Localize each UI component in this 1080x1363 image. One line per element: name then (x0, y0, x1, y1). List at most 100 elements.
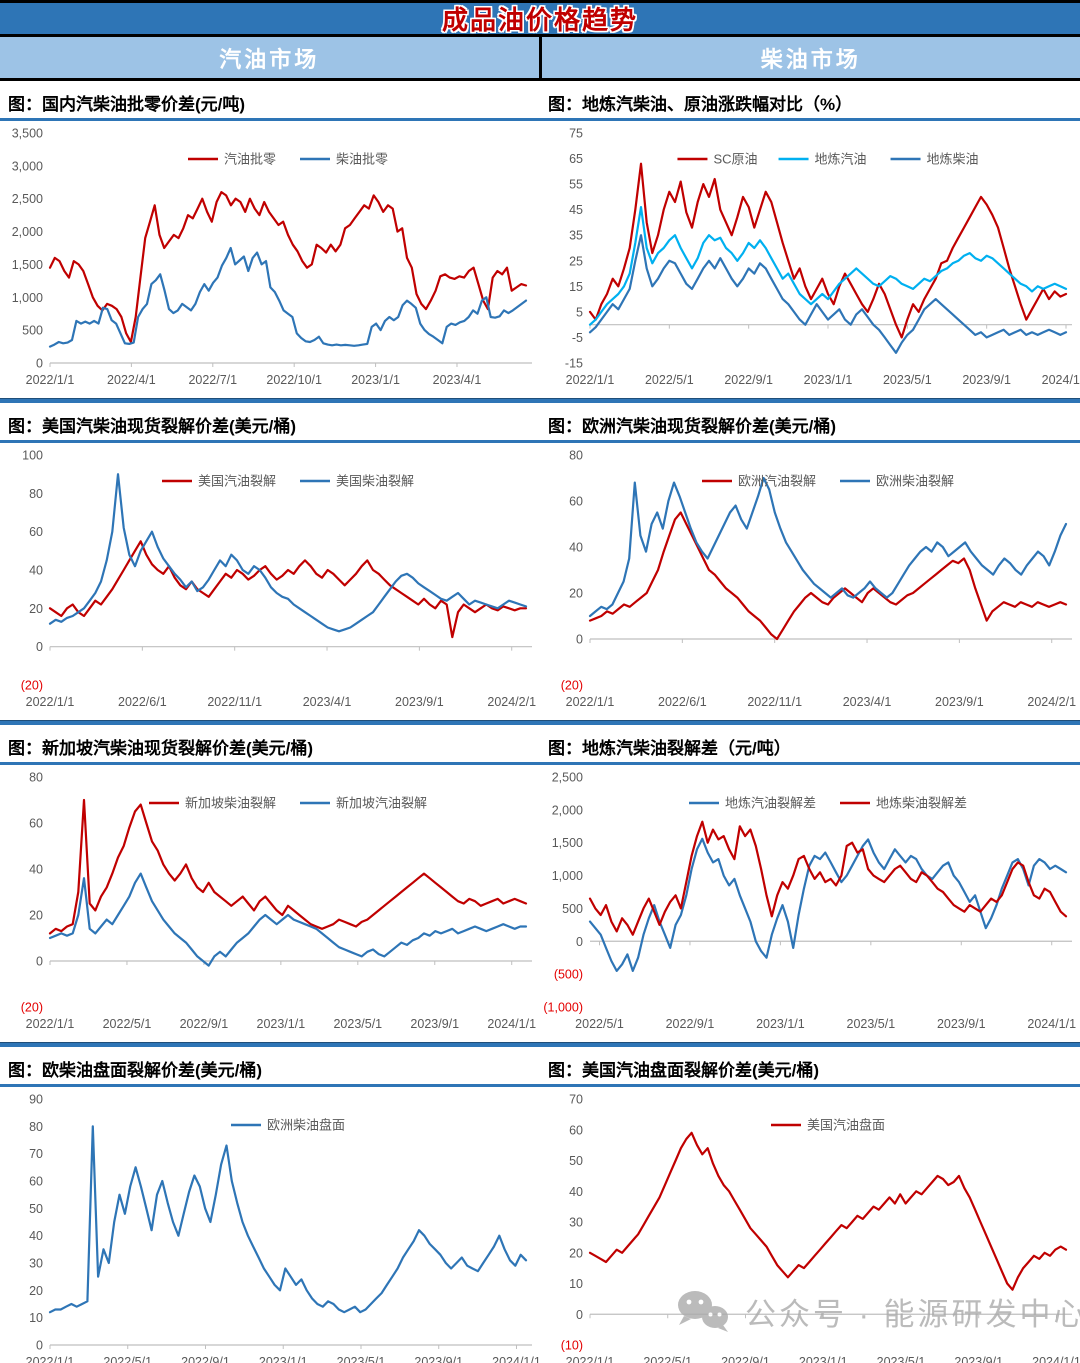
svg-text:50: 50 (29, 1202, 43, 1216)
svg-text:20: 20 (29, 909, 43, 923)
svg-text:2023/9/1: 2023/9/1 (935, 695, 984, 709)
svg-text:地炼汽油: 地炼汽油 (815, 152, 867, 167)
chart-cell-europe-diesel-futures: 图：欧柴油盘面裂解价差(美元/桶) 90 80 70 60 50 40 30 20 10 0 202… (0, 1054, 540, 1363)
svg-text:2022/10/1: 2022/10/1 (266, 373, 322, 387)
svg-text:3,500: 3,500 (12, 127, 43, 141)
svg-text:(20): (20) (561, 679, 583, 693)
svg-text:1,500: 1,500 (552, 836, 583, 850)
svg-text:2022/5/1: 2022/5/1 (575, 1017, 624, 1031)
svg-text:2,000: 2,000 (552, 803, 583, 817)
svg-text:2022/5/1: 2022/5/1 (103, 1355, 152, 1363)
svg-text:2024/1/1: 2024/1/1 (487, 1017, 536, 1031)
svg-text:2023/9/1: 2023/9/1 (414, 1355, 463, 1363)
chart-title: 图：欧洲汽柴油现货裂解价差(美元/桶) (540, 410, 1080, 443)
svg-text:2023/5/1: 2023/5/1 (877, 1355, 926, 1363)
svg-text:2022/9/1: 2022/9/1 (666, 1017, 715, 1031)
svg-text:90: 90 (29, 1093, 43, 1107)
main-title-bar: 成品油价格趋势 (0, 0, 1080, 37)
svg-text:2022/1/1: 2022/1/1 (26, 1017, 75, 1031)
svg-text:70: 70 (569, 1093, 583, 1107)
chart-title: 图：地炼汽柴油裂解差（元/吨） (540, 732, 1080, 765)
svg-text:0: 0 (36, 357, 43, 371)
svg-text:80: 80 (29, 1120, 43, 1134)
svg-text:40: 40 (29, 863, 43, 877)
svg-text:SC原油: SC原油 (713, 152, 757, 167)
line-chart-us-gasoline-futures: 70 60 50 40 30 20 10 0 (10) 2022/1/1 2022/5/1 2022/… (561, 1093, 1080, 1363)
svg-text:(500): (500) (554, 968, 583, 982)
svg-text:80: 80 (569, 449, 583, 463)
svg-text:40: 40 (29, 1229, 43, 1243)
svg-text:2022/11/1: 2022/11/1 (207, 695, 262, 709)
svg-text:柴油批零: 柴油批零 (336, 152, 388, 167)
svg-text:2022/1/1: 2022/1/1 (566, 373, 615, 387)
svg-text:欧洲汽油裂解: 欧洲汽油裂解 (738, 474, 816, 489)
svg-text:2024/2/1: 2024/2/1 (1027, 695, 1076, 709)
svg-text:80: 80 (29, 771, 43, 785)
svg-text:地炼柴油裂解差: 地炼柴油裂解差 (876, 796, 967, 811)
svg-text:2022/9/1: 2022/9/1 (181, 1355, 230, 1363)
svg-text:10: 10 (29, 1311, 43, 1325)
svg-text:2023/9/1: 2023/9/1 (410, 1017, 459, 1031)
svg-text:新加坡汽油裂解: 新加坡汽油裂解 (336, 796, 427, 811)
svg-text:1,000: 1,000 (552, 869, 583, 883)
svg-text:新加坡柴油裂解: 新加坡柴油裂解 (185, 796, 276, 811)
svg-text:2,500: 2,500 (12, 192, 43, 206)
chart-row-3: 图：新加坡汽柴油现货裂解价差(美元/桶) 80 60 40 20 0 (20) 2022/1… (0, 725, 1080, 1037)
svg-text:60: 60 (29, 817, 43, 831)
svg-text:美国汽油盘面: 美国汽油盘面 (807, 1118, 885, 1133)
svg-text:欧洲柴油裂解: 欧洲柴油裂解 (876, 474, 954, 489)
svg-text:汽油批零: 汽油批零 (224, 152, 276, 167)
svg-text:3,000: 3,000 (12, 159, 43, 173)
line-chart-singapore-crack-spread: 80 60 40 20 0 (20) 2022/1/1 2022/5/1 2022/9/1 202… (21, 771, 536, 1032)
chart-title: 图：地炼汽柴油、原油涨跌幅对比（%） (540, 88, 1080, 121)
chart-cell-us-crack-spread: 图：美国汽柴油现货裂解价差(美元/桶) 100 80 60 40 20 0 (20) 2022… (0, 410, 540, 715)
svg-text:25: 25 (569, 254, 583, 268)
diesel-market-label: 柴油市场 (760, 46, 861, 72)
line-chart-refinery-crack-spread: 2,500 2,000 1,500 1,000 500 0 (500) (1,000) 2022… (543, 771, 1076, 1032)
svg-text:20: 20 (569, 587, 583, 601)
svg-text:美国汽油裂解: 美国汽油裂解 (198, 474, 276, 489)
svg-text:2,500: 2,500 (552, 771, 583, 785)
svg-text:美国柴油裂解: 美国柴油裂解 (336, 474, 414, 489)
chart-row-4: 图：欧柴油盘面裂解价差(美元/桶) 90 80 70 60 50 40 30 20 10 0 202… (0, 1047, 1080, 1363)
svg-text:2022/1/1: 2022/1/1 (26, 373, 75, 387)
svg-text:2023/1/1: 2023/1/1 (259, 1355, 308, 1363)
chart-cell-singapore-crack-spread: 图：新加坡汽柴油现货裂解价差(美元/桶) 80 60 40 20 0 (20) 2022/1… (0, 732, 540, 1037)
svg-text:2024/1/1: 2024/1/1 (1042, 373, 1080, 387)
line-chart-us-crack-spread: 100 80 60 40 20 0 (20) 2022/1/1 2022/6/1 2022/11/… (21, 449, 536, 710)
svg-text:75: 75 (569, 127, 583, 141)
svg-text:60: 60 (569, 495, 583, 509)
svg-text:500: 500 (562, 902, 583, 916)
svg-text:2023/9/1: 2023/9/1 (962, 373, 1011, 387)
svg-text:0: 0 (576, 935, 583, 949)
svg-text:40: 40 (29, 564, 43, 578)
svg-text:2022/5/1: 2022/5/1 (643, 1355, 692, 1363)
svg-text:-5: -5 (572, 331, 583, 345)
svg-text:30: 30 (569, 1216, 583, 1230)
svg-text:100: 100 (22, 449, 43, 463)
chart-cell-domestic-retail-spread: 图：国内汽柴油批零价差(元/吨) 3,500 3,000 2,500 2,000 1,5… (0, 88, 540, 393)
svg-text:2023/5/1: 2023/5/1 (337, 1355, 386, 1363)
svg-text:10: 10 (569, 1277, 583, 1291)
chart-title: 图：美国汽油盘面裂解价差(美元/桶) (540, 1054, 1080, 1087)
chart-cell-refinery-crude-change: 图：地炼汽柴油、原油涨跌幅对比（%） 75 65 55 45 35 25 15 5 -5 -15 2… (540, 88, 1080, 393)
svg-text:2022/11/1: 2022/11/1 (747, 695, 802, 709)
svg-text:(10): (10) (561, 1339, 583, 1353)
line-chart-europe-crack-spread: 80 60 40 20 0 (20) 2022/1/1 2022/6/1 2022/11/1 20… (561, 449, 1076, 710)
svg-text:2022/9/1: 2022/9/1 (180, 1017, 229, 1031)
chart-cell-refinery-crack-spread: 图：地炼汽柴油裂解差（元/吨） 2,500 2,000 1,500 1,000 500 0… (540, 732, 1080, 1037)
row-separator (0, 720, 1080, 725)
svg-text:2022/4/1: 2022/4/1 (107, 373, 156, 387)
svg-text:40: 40 (569, 1185, 583, 1199)
svg-text:2022/9/1: 2022/9/1 (721, 1355, 770, 1363)
svg-text:20: 20 (569, 1246, 583, 1260)
svg-text:2023/1/1: 2023/1/1 (804, 373, 853, 387)
svg-text:2022/6/1: 2022/6/1 (118, 695, 167, 709)
svg-text:2023/1/1: 2023/1/1 (351, 373, 400, 387)
svg-text:2023/9/1: 2023/9/1 (395, 695, 444, 709)
svg-text:20: 20 (29, 602, 43, 616)
svg-text:2022/1/1: 2022/1/1 (26, 695, 75, 709)
row-separator (0, 1042, 1080, 1047)
svg-text:0: 0 (36, 955, 43, 969)
svg-text:2023/5/1: 2023/5/1 (883, 373, 932, 387)
